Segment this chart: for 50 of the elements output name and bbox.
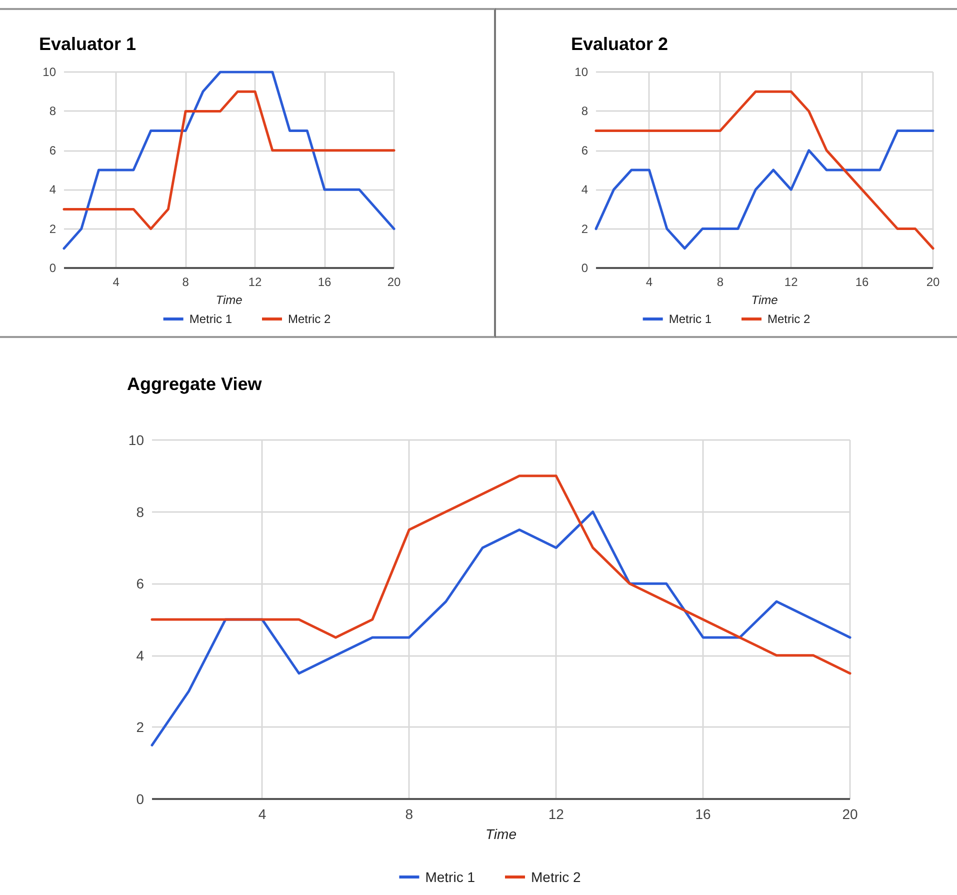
y-tick-label: 8 <box>49 104 56 118</box>
y-tick-label: 0 <box>136 791 144 807</box>
x-tick-label: 20 <box>926 275 940 289</box>
line-series <box>594 90 934 250</box>
legend-label: Metric 2 <box>288 312 331 326</box>
y-tick-label: 10 <box>574 65 588 79</box>
x-tick-label: 8 <box>405 806 414 822</box>
y-tick-label: 2 <box>49 222 56 236</box>
legend-label: Metric 1 <box>189 312 232 326</box>
x-tick-label: 16 <box>855 275 870 289</box>
legend-label: Metric 2 <box>531 869 581 885</box>
line-series <box>594 130 934 250</box>
x-tick-label: 20 <box>842 806 858 822</box>
y-tick-label: 6 <box>136 576 144 592</box>
x-tick-label: 16 <box>318 275 332 289</box>
legend-label: Metric 1 <box>425 869 476 885</box>
x-tick-label: 4 <box>258 806 266 822</box>
x-tick-label: 12 <box>784 275 798 289</box>
line-series <box>150 510 852 746</box>
x-tick-label: 16 <box>695 806 712 822</box>
x-tick-label: 12 <box>548 806 564 822</box>
legend-label: Metric 2 <box>768 312 810 326</box>
y-tick-label: 6 <box>581 143 588 158</box>
y-tick-label: 10 <box>42 65 56 79</box>
y-tick-label: 8 <box>136 504 144 520</box>
x-tick-label: 4 <box>646 275 653 289</box>
y-tick-label: 4 <box>49 182 56 197</box>
x-tick-label: 4 <box>112 275 120 289</box>
x-tick-label: 12 <box>248 275 262 289</box>
y-tick-label: 0 <box>581 261 588 275</box>
y-tick-label: 4 <box>136 647 144 664</box>
y-tick-label: 2 <box>581 222 588 236</box>
y-tick-label: 0 <box>49 261 56 275</box>
x-tick-label: 20 <box>387 275 401 289</box>
x-axis-title: Time <box>486 826 517 842</box>
y-tick-label: 8 <box>581 104 588 118</box>
line-series <box>150 474 852 675</box>
x-tick-label: 8 <box>182 275 190 289</box>
x-tick-label: 8 <box>716 275 724 289</box>
x-axis-title: Time <box>216 293 243 307</box>
legend-label: Metric 1 <box>668 312 712 326</box>
chart-title: Aggregate View <box>127 374 263 394</box>
line-series <box>62 90 396 230</box>
y-tick-label: 4 <box>581 182 588 197</box>
chart-title: Evaluator 2 <box>571 34 668 54</box>
x-axis-title: Time <box>751 293 778 307</box>
y-tick-label: 6 <box>49 143 56 158</box>
chart-title: Evaluator 1 <box>39 34 136 54</box>
y-tick-label: 10 <box>128 432 144 448</box>
y-tick-label: 2 <box>136 719 144 736</box>
